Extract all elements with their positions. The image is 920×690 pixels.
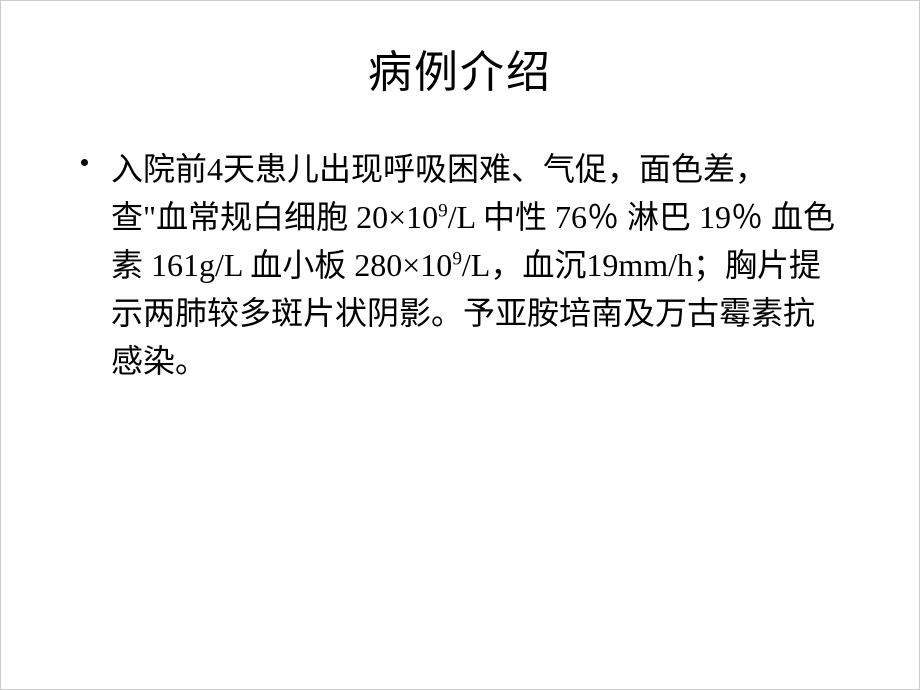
superscript-1: 9 [438, 200, 448, 221]
bullet-paragraph: 入院前4天患儿出现呼吸困难、气促，面色差，查"血常规白细胞 20×109/L 中… [111, 145, 839, 385]
superscript-2: 9 [452, 248, 462, 269]
bullet-dot-icon [81, 159, 88, 166]
content-area: 入院前4天患儿出现呼吸困难、气促，面色差，查"血常规白细胞 20×109/L 中… [61, 145, 859, 385]
slide-container: 病例介绍 入院前4天患儿出现呼吸困难、气促，面色差，查"血常规白细胞 20×10… [1, 1, 919, 689]
slide-title: 病例介绍 [61, 36, 859, 100]
